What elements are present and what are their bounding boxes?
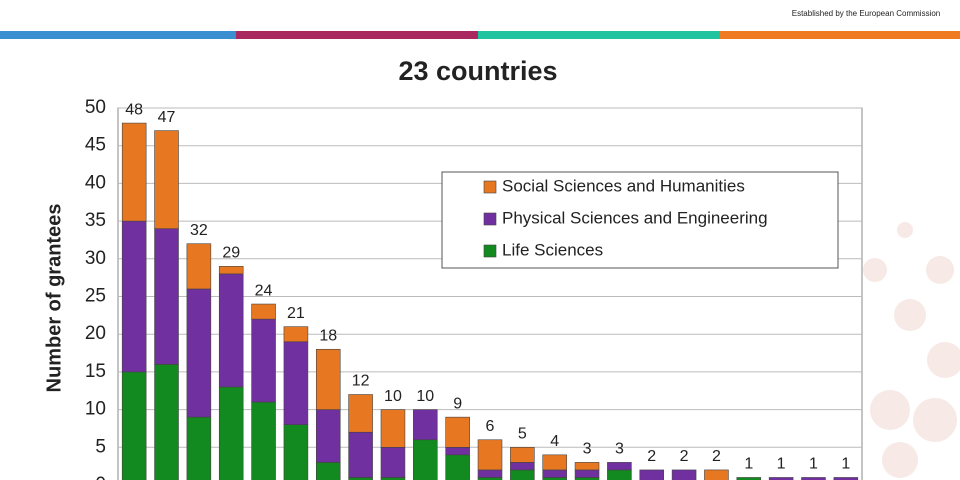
total-label: 1 [841,456,850,473]
header-subtitle: Established by the European Commission [792,9,941,18]
bar-segment [801,477,826,480]
total-label: 2 [680,448,689,465]
bar-segment [671,469,697,480]
y-tick-label: 35 [85,210,106,231]
total-label: 1 [744,456,753,473]
bar-segment [510,446,535,463]
bar-segment [413,409,438,441]
bar-segment [218,386,244,480]
bar-segment [218,273,244,388]
bar-segment [186,243,212,290]
legend-box [441,171,839,269]
bar-segment [283,326,309,343]
bar-segment [315,462,341,480]
bar-segment [833,477,859,480]
total-label: 47 [158,109,176,126]
bar-segment [121,220,147,373]
bar-segment [607,462,632,471]
bar-segment [251,318,276,403]
bar-segment [154,228,179,365]
bar-segment [704,469,729,480]
y-tick-label: 15 [85,361,106,382]
y-tick-label: 45 [85,135,106,156]
bar-segment [445,416,470,448]
y-tick-label: 40 [85,172,106,193]
y-tick-label: 30 [85,248,106,269]
bar-segment [186,288,212,418]
y-tick-label: 50 [85,97,106,118]
legend-swatch [483,212,497,226]
bar-segment [380,446,406,478]
total-label: 10 [416,388,434,405]
bar-segment [510,462,535,471]
legend-label: Social Sciences and Humanities [502,176,745,195]
total-label: 1 [777,456,786,473]
bar-segment [768,477,794,480]
bar-segment [218,266,244,275]
total-label: 3 [615,441,624,458]
chart-title: 23 countries [398,56,557,86]
bar-segment [542,454,567,471]
total-label: 21 [287,305,305,322]
bar-segment [477,469,503,478]
bar-segment [574,462,600,471]
total-label: 24 [255,282,273,299]
total-label: 29 [222,245,240,262]
decoration [863,222,960,478]
bar-segment [154,130,179,229]
total-label: 3 [583,441,592,458]
bar-segment [380,409,406,448]
total-label: 32 [190,222,208,239]
y-tick-label: 10 [85,399,106,420]
legend-label: Physical Sciences and Engineering [502,208,768,227]
bar-segment [510,469,535,480]
bar-segment [348,394,373,433]
bar-segment [607,469,632,480]
bar-segment [251,303,276,320]
bar-segment [574,469,600,478]
total-label: 1 [809,456,818,473]
total-label: 10 [384,388,402,405]
legend-swatch [483,244,497,258]
total-label: 48 [125,101,143,118]
bar-segment [121,371,147,480]
total-label: 2 [647,448,656,465]
y-tick-label: 0 [95,474,106,480]
bar-segment [542,469,567,478]
bar-segment [639,469,665,480]
y-tick-label: 20 [85,323,106,344]
bar-segment [315,409,341,463]
total-label: 4 [550,433,559,450]
bar-segment [348,431,373,478]
bar-segment [283,424,309,480]
legend-swatch [483,180,497,194]
bar-segment [445,454,470,480]
bar-segment [186,416,212,480]
bar-segment [154,364,179,480]
total-label: 6 [486,418,495,435]
y-tick-label: 5 [95,436,106,457]
legend-label: Life Sciences [502,240,603,259]
total-label: 18 [319,327,337,344]
bar-segment [445,446,470,456]
total-label: 5 [518,426,527,443]
color-stripe [0,31,960,39]
bar-segment [736,477,762,480]
total-label: 12 [352,373,370,390]
total-label: 2 [712,448,721,465]
bar-segment [477,439,503,471]
bar-segment [121,122,147,222]
y-tick-label: 25 [85,286,106,307]
bar-segment [413,439,438,480]
bar-segment [251,401,276,480]
total-label: 9 [453,395,462,412]
bar-segment [283,341,309,425]
bar-segment [315,348,341,410]
y-axis-label: Number of grantees [43,204,65,393]
